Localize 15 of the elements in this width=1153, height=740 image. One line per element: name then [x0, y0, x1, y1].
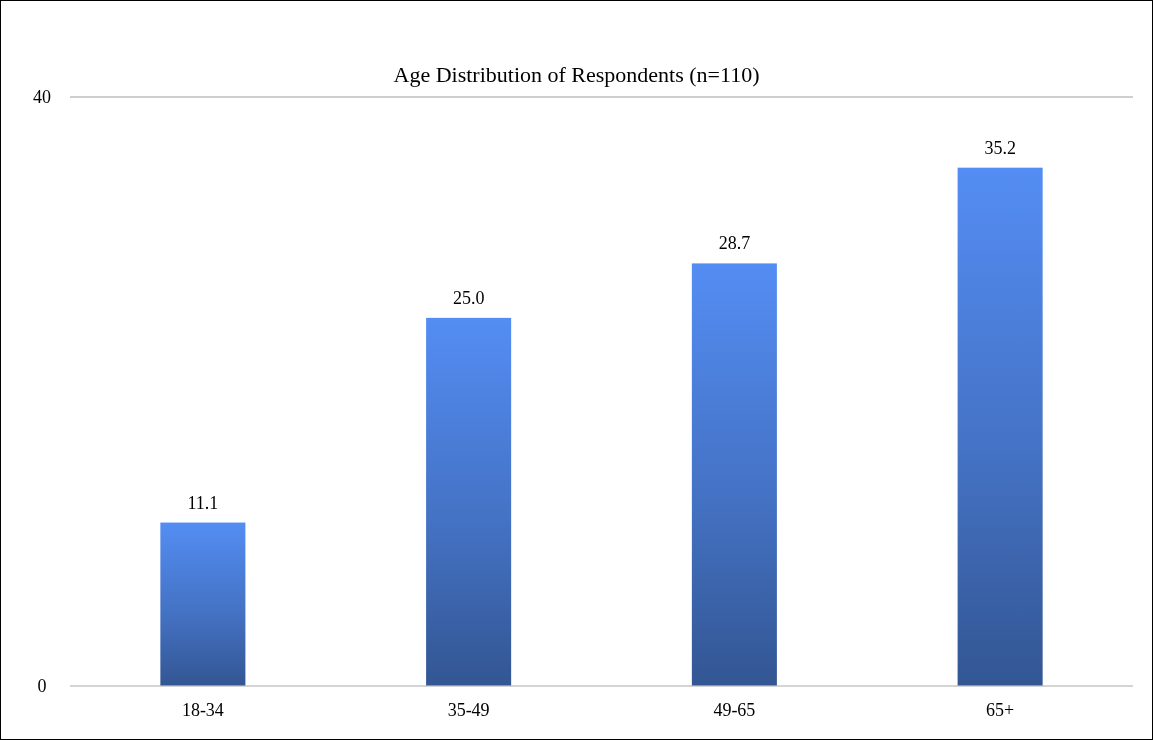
chart-title: Age Distribution of Respondents (n=110)	[393, 62, 760, 87]
data-label: 28.7	[718, 233, 751, 254]
data-label: 11.1	[187, 492, 219, 513]
data-label: 25.0	[452, 287, 485, 308]
bar	[426, 317, 512, 686]
bar	[160, 522, 246, 686]
x-tick-label: 18-34	[181, 700, 224, 720]
data-label: 35.2	[984, 137, 1016, 158]
bar	[957, 167, 1043, 686]
bar	[691, 263, 777, 686]
x-tick-label: 65+	[986, 700, 1015, 720]
x-tick-label: 49-65	[713, 700, 756, 720]
y-tick-label: 0	[37, 676, 47, 697]
x-tick-label: 35-49	[447, 700, 490, 720]
y-tick-label: 40	[33, 87, 51, 108]
